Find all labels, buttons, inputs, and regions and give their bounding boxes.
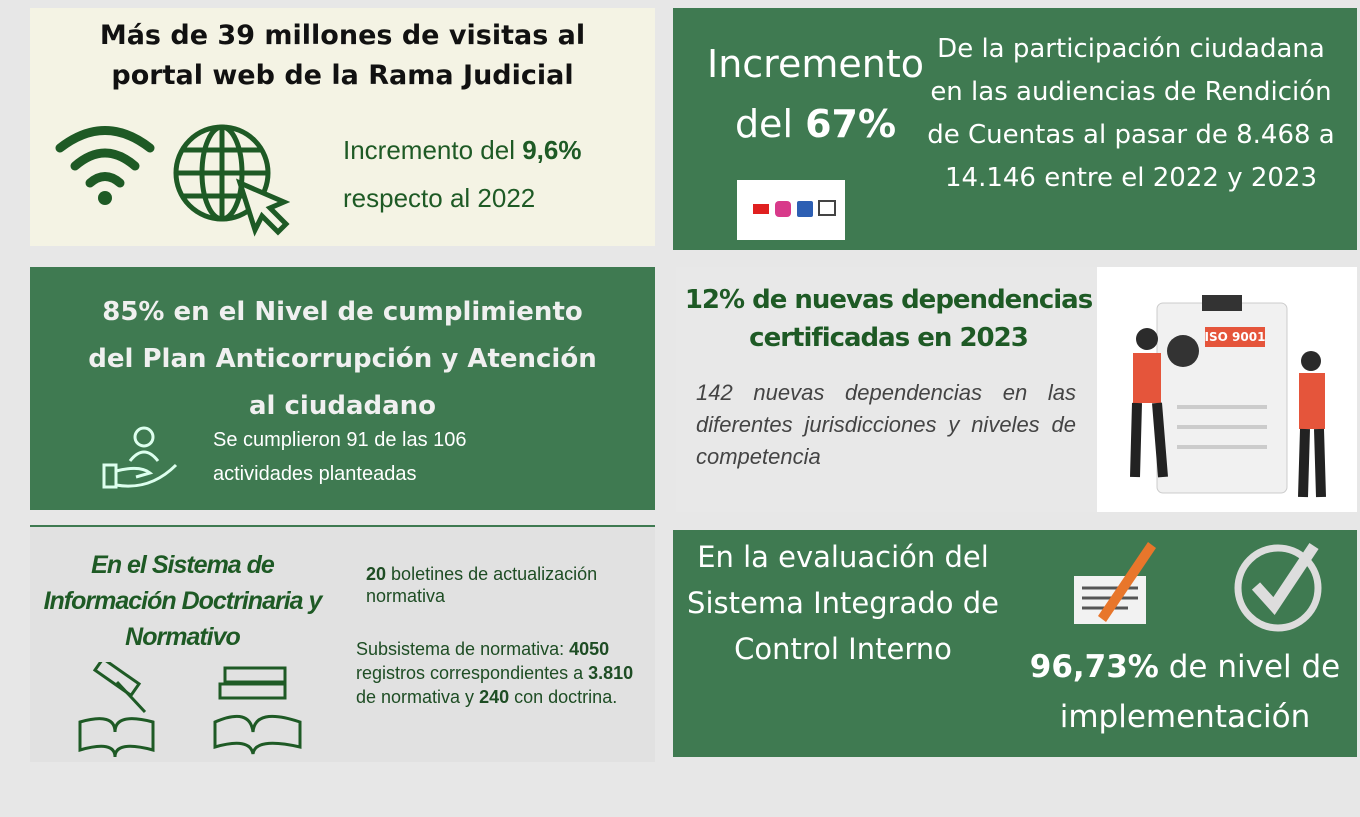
highlight: 67% [805,102,896,146]
item: Subsistema de normativa: 4050 registros … [356,637,656,709]
panel-doctrine: En el Sistema de Información Doctrinaria… [30,525,655,762]
hand-icon [100,425,180,491]
text: Se cumplieron 91 de las 106 actividades … [213,423,493,491]
highlight: 4050 [569,639,609,659]
text: de normativa y [356,687,474,707]
illustration: ISO 9001 [1097,267,1357,512]
panel-anticorruption: 85% en el Nivel de cumplimiento del Plan… [30,267,655,510]
text: Incremento [707,42,924,86]
text: Incremento del 9,6% respecto al 2022 [343,126,643,222]
text: del [735,102,793,146]
panel-certification: 12% de nuevas dependencias certificadas … [676,267,1357,512]
text: respecto al 2022 [343,183,535,213]
badge: ISO 9001 [1205,330,1266,344]
panel-participation: Incremento del 67% De la participación c… [673,8,1357,250]
panel-control: En la evaluación del Sistema Integrado d… [673,530,1357,757]
panel-visits: Más de 39 millones de visitas al portal … [30,8,655,246]
text: con doctrina. [514,687,617,707]
title: En el Sistema de Información Doctrinaria… [30,547,335,655]
text: 142 nuevas dependencias en las diferente… [696,377,1076,473]
highlight: 9,6% [522,135,581,165]
text: De la participación ciudadana en las aud… [925,28,1337,200]
highlight: 240 [479,687,509,707]
item: 20 boletines de actualización normativa [366,563,651,607]
title: 12% de nuevas dependencias certificadas … [676,281,1101,357]
highlight: 3.810 [588,663,633,683]
text: En la evaluación del Sistema Integrado d… [683,534,1003,672]
page: Más de 39 millones de visitas al portal … [0,0,1360,817]
highlight: 96,73% [1030,649,1159,685]
highlight: 20 [366,564,386,584]
text: registros correspondientes a [356,663,583,683]
title: Más de 39 millones de visitas al portal … [70,16,615,96]
title: 85% en el Nivel de cumplimiento del Plan… [80,289,605,430]
text: boletines de actualización normativa [366,564,597,606]
text: Subsistema de normativa: [356,639,564,659]
social-icons [737,180,845,240]
icons [1068,536,1348,636]
icons [75,662,315,757]
result: 96,73% de nivel de implementación [1013,642,1357,742]
icons [50,118,290,238]
headline: Incremento del 67% [693,34,938,154]
text: Incremento del [343,135,515,165]
